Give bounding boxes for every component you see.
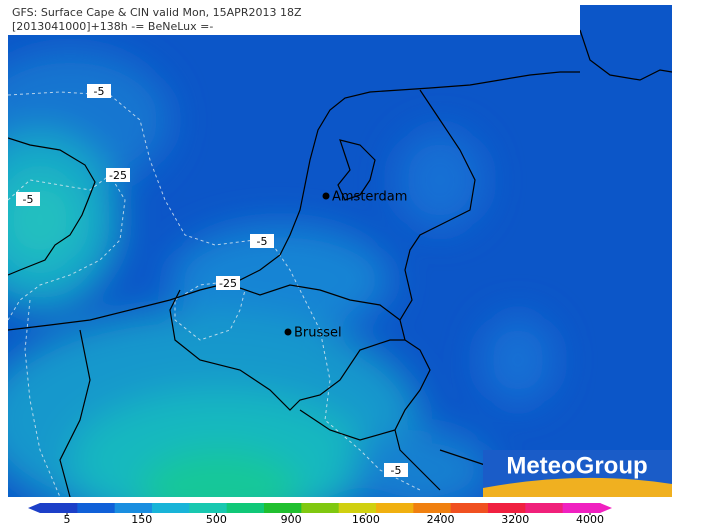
logo: MeteoGroup [483, 450, 672, 497]
contour-label: -5 [384, 463, 408, 477]
cin-contour [24, 299, 61, 497]
colorbar-segment [77, 503, 116, 513]
colorbar-tick-label: 500 [206, 513, 227, 526]
colorbar-segment [114, 503, 153, 513]
border [579, 29, 672, 81]
contour-label-text: -25 [109, 169, 127, 182]
colorbar-segment [226, 503, 265, 513]
map-subtitle: [2013041000]+138h -= BeNeLux =- [12, 20, 213, 33]
contour-label-box [106, 168, 130, 182]
colorbar-segment [413, 503, 452, 513]
border [394, 89, 476, 491]
colorbar-segment [488, 503, 526, 513]
contour-label-text: -5 [257, 235, 268, 248]
colorbar-arrow [600, 503, 612, 513]
map [8, 5, 672, 497]
colorbar-tick-label: 900 [281, 513, 302, 526]
colorbar-segment [189, 503, 228, 513]
coastline [337, 139, 376, 201]
logo-swoosh [483, 477, 672, 497]
contour-label: -5 [250, 234, 274, 248]
contour-label: -5 [16, 192, 40, 206]
overlay: -5 -25 -5 -5 -25 -5 Amsterdam Brussel [16, 84, 408, 477]
contour-label-text: -5 [23, 193, 34, 206]
contour-label: -25 [216, 276, 240, 290]
colorbar-tick-label: 150 [131, 513, 152, 526]
colorbar-segment [525, 503, 564, 513]
colorbar-segment [338, 503, 377, 513]
contour-label-box [16, 192, 40, 206]
coastline [8, 137, 96, 276]
contour-label: -25 [106, 168, 130, 182]
contour-label: -5 [87, 84, 111, 98]
colorbar: 5 150 500 900 1600 2400 3200 4000 [28, 503, 612, 526]
coastline [8, 71, 580, 331]
cape-field [8, 50, 556, 497]
contour-label-box [216, 276, 240, 290]
colorbar-segment [40, 503, 78, 513]
colorbar-segment [450, 503, 489, 513]
colorbar-segment [562, 503, 601, 513]
border [59, 329, 91, 497]
colorbar-tick-label: 1600 [352, 513, 380, 526]
city-dot [322, 192, 330, 200]
colorbar-tick-label: 4000 [576, 513, 604, 526]
colorbar-arrow [28, 503, 40, 513]
colorbar-segment [376, 503, 414, 513]
border [169, 289, 405, 411]
border [239, 284, 401, 321]
city-label: Brussel [294, 326, 342, 341]
contour-label-text: -5 [391, 464, 402, 477]
cin-contour [174, 281, 246, 341]
colorbar-tick-label: 2400 [427, 513, 455, 526]
contour-label-box [384, 463, 408, 477]
border [299, 409, 396, 441]
contour-label-text: -5 [94, 85, 105, 98]
title-box [8, 5, 580, 35]
contour-label-text: -25 [219, 277, 237, 290]
colorbar-tick-label: 5 [64, 513, 71, 526]
cin-contour [8, 174, 126, 321]
contour-label-box [250, 234, 274, 248]
logo-text: MeteoGroup [506, 452, 647, 479]
map-title: GFS: Surface Cape & CIN valid Mon, 15APR… [12, 6, 302, 19]
colorbar-segment [301, 503, 340, 513]
city-label: Amsterdam [332, 190, 407, 205]
colorbar-tick-label: 3200 [501, 513, 529, 526]
colorbar-segment [264, 503, 302, 513]
contour-label-box [87, 84, 111, 98]
colorbar-segment [152, 503, 190, 513]
city-dot [284, 328, 292, 336]
